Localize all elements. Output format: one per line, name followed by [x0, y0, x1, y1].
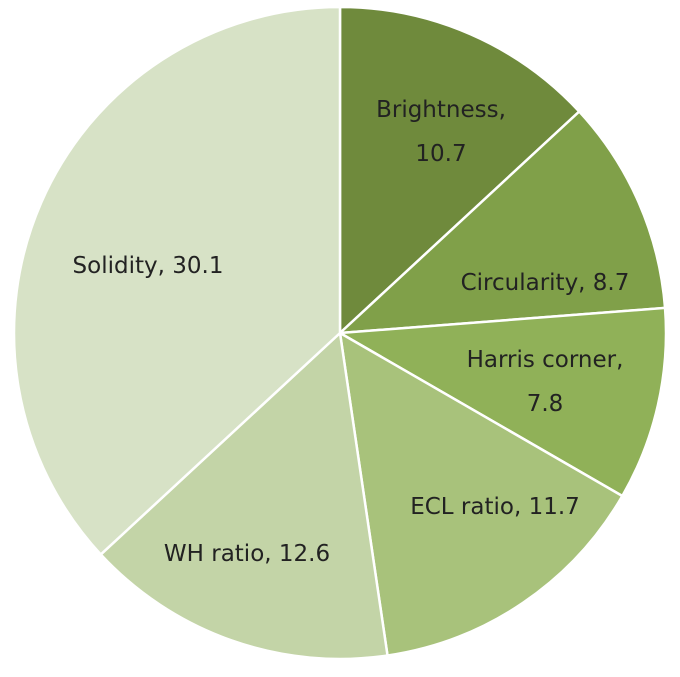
pie-slice: [336, 109, 667, 335]
data-label: Solidity, 30.1: [72, 253, 224, 279]
data-label: ECL ratio, 11.7: [410, 494, 580, 520]
pie-slice: [335, 306, 668, 498]
pie-slice: [12, 5, 342, 557]
data-label: Circularity, 8.7: [460, 270, 630, 296]
data-label: Brightness, 10.7: [376, 97, 506, 167]
data-label: WH ratio, 12.6: [163, 541, 331, 567]
pie-slice: [338, 5, 581, 336]
pie-slice: [99, 330, 389, 661]
data-label: Harris corner, 7.8: [466, 347, 624, 417]
pie-slice: [338, 330, 625, 657]
